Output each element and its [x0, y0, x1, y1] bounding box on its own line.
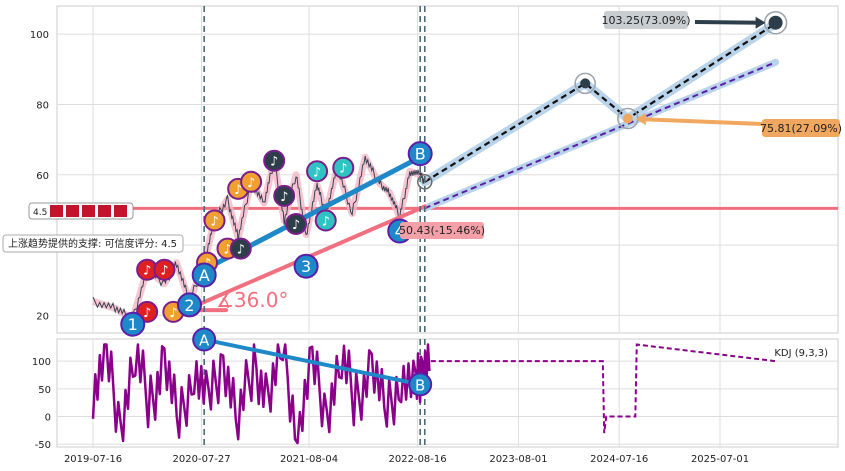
music-note-icon: ♪ [237, 243, 245, 258]
wave-label: 4 [395, 222, 405, 241]
rating-box-icon [82, 205, 95, 217]
target-arrowhead [755, 16, 766, 29]
wave-label: A [199, 266, 210, 285]
indicator-wave-marker [192, 327, 217, 352]
indicator-y-tick-label: -50 [35, 440, 51, 451]
music-note-icon: ♪ [169, 306, 177, 321]
target-arrowhead-orange [635, 113, 646, 126]
price-y-tick-label: 20 [36, 311, 49, 322]
target-arrow-orange [639, 117, 763, 126]
projection-start-ring [417, 174, 433, 190]
angle-label: ∡36.0° [216, 288, 288, 312]
wave-label-marker [176, 292, 202, 318]
target-label-lower: 75.81(27.09%) [760, 122, 842, 135]
music-marker [285, 213, 308, 235]
music-marker [314, 209, 337, 232]
indicator-plot-area: AB [91, 327, 776, 447]
music-note-icon: ♪ [339, 162, 347, 177]
indicator-y-tick-label: 50 [38, 385, 51, 396]
price-y-tick-label: 60 [36, 171, 49, 182]
indicator-y-axis: -50 0 50 100 [32, 357, 51, 451]
price-y-tick-label: 80 [36, 100, 49, 111]
wave-label-marker [407, 141, 433, 167]
rating-label: 上涨趋势提供的支撑: 可信度评分: 4.5 [8, 237, 177, 250]
wave-label: 2 [184, 296, 194, 315]
rating-box-icon [114, 205, 127, 217]
indicator-y-tick-label: 100 [32, 357, 51, 368]
target-arrow [694, 20, 762, 25]
price-y-tick-label: 100 [30, 30, 49, 41]
music-marker [240, 170, 263, 193]
price-plot-area: ♪♪♪♪♪♪♪♪♪♪♪♪♪♪♪♪1234AB103.25(73.09%)75.8… [2, 6, 842, 337]
wave-label: 3 [301, 257, 311, 276]
music-note-icon: ♪ [143, 306, 151, 321]
wave-label: B [415, 145, 426, 164]
projection-point [622, 113, 633, 124]
support-label-box [400, 222, 484, 239]
music-note-icon: ♪ [234, 183, 242, 198]
indicator-y-tick-label: 0 [45, 413, 51, 424]
indicator-wave-marker [408, 372, 433, 397]
music-note-icon: ♪ [292, 218, 300, 233]
target-label-box-orange [762, 119, 840, 137]
indicator-wave-label: B [415, 376, 425, 394]
music-note-icon: ♪ [313, 165, 321, 180]
projection-point [580, 78, 591, 89]
music-marker [332, 156, 355, 179]
music-marker [306, 160, 329, 183]
rating-prefix: 4.5 [33, 208, 47, 218]
music-note-icon: ♪ [143, 264, 151, 279]
kdj-forecast-line [430, 343, 776, 434]
rating-label-box [2, 234, 184, 253]
music-marker [263, 149, 286, 172]
projection-dashed-line [424, 22, 777, 183]
wave-label-marker [120, 311, 146, 337]
music-note-icon: ♪ [280, 190, 288, 205]
projection-ring [574, 72, 596, 95]
music-note-icon: ♪ [223, 243, 231, 258]
indicator-ab-line [202, 337, 423, 387]
price-y-axis: 20406080100 [30, 30, 49, 322]
target-label-upper: 103.25(73.09%) [601, 14, 690, 27]
music-marker [229, 237, 252, 260]
wave-label-marker [191, 262, 217, 288]
music-note-icon: ♪ [160, 264, 168, 279]
indicator-legend: KDJ (9,3,3) [774, 348, 828, 359]
target-point [768, 15, 783, 30]
x-tick-label: 2020-07-27 [173, 454, 231, 465]
music-note-icon: ♪ [247, 176, 255, 191]
wave-label-marker [293, 253, 319, 279]
rating-box-icon [98, 205, 111, 217]
trend-dashed-line [424, 61, 776, 210]
kdj-line [91, 343, 431, 445]
x-tick-label: 2025-07-01 [691, 454, 749, 465]
price-panel: 20406080100 ♪♪♪♪♪♪♪♪♪♪♪♪♪♪♪♪1234AB103.25… [2, 5, 842, 337]
music-marker [273, 184, 296, 207]
music-marker [203, 209, 226, 232]
music-note-icon: ♪ [322, 214, 330, 229]
wave-label: 1 [128, 315, 138, 334]
x-tick-label: 2023-08-01 [489, 454, 547, 465]
rating-box-icon [66, 205, 79, 217]
x-tick-label: 2022-08-16 [389, 454, 447, 465]
x-tick-label: 2019-07-16 [64, 454, 122, 465]
music-marker [153, 258, 176, 281]
rating-box-icon [50, 205, 63, 217]
target-label-box [604, 11, 688, 29]
music-note-icon: ♪ [270, 155, 278, 170]
support-label: 50.43(-15.46%) [399, 224, 485, 237]
music-note-icon: ♪ [210, 214, 218, 229]
indicator-wave-label: A [199, 332, 210, 350]
x-axis: 2019-07-16 2020-07-27 2021-08-04 2022-08-16… [64, 454, 749, 465]
x-tick-label: 2021-08-04 [280, 454, 338, 465]
x-tick-label: 2024-07-16 [590, 454, 648, 465]
